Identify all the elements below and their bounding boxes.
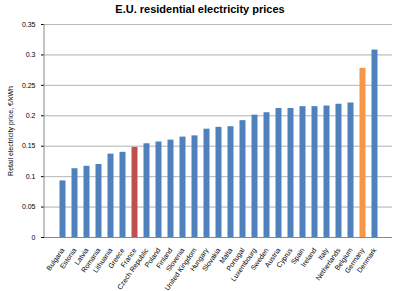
svg-text:0.25: 0.25 bbox=[22, 82, 36, 89]
svg-text:Greece: Greece bbox=[106, 246, 126, 270]
svg-text:France: France bbox=[119, 246, 138, 269]
svg-text:Ireland: Ireland bbox=[300, 247, 318, 269]
svg-text:0.3: 0.3 bbox=[26, 51, 36, 58]
svg-text:Czech Republic: Czech Republic bbox=[116, 246, 151, 291]
svg-text:Austria: Austria bbox=[263, 246, 282, 269]
svg-text:Slovakia: Slovakia bbox=[200, 246, 222, 273]
svg-text:Poland: Poland bbox=[143, 246, 162, 269]
svg-text:0.35: 0.35 bbox=[22, 21, 36, 28]
svg-text:Denmark: Denmark bbox=[356, 246, 378, 274]
svg-text:Lithuania: Lithuania bbox=[91, 246, 114, 274]
svg-text:0.1: 0.1 bbox=[26, 173, 36, 180]
svg-text:Estonia: Estonia bbox=[58, 246, 78, 270]
svg-text:Retail electricity price, €/kW: Retail electricity price, €/kWh bbox=[7, 86, 15, 176]
svg-text:Netherlands: Netherlands bbox=[314, 246, 342, 282]
svg-text:Slovenia: Slovenia bbox=[164, 246, 186, 273]
svg-text:Portugal: Portugal bbox=[225, 246, 246, 272]
svg-text:Romania: Romania bbox=[79, 246, 102, 274]
svg-text:Malta: Malta bbox=[218, 246, 234, 265]
svg-text:Bulgaria: Bulgaria bbox=[45, 246, 66, 272]
svg-text:Italy: Italy bbox=[316, 246, 330, 262]
svg-text:0.05: 0.05 bbox=[22, 203, 36, 210]
svg-text:0.15: 0.15 bbox=[22, 142, 36, 149]
svg-text:Finland: Finland bbox=[154, 246, 174, 270]
svg-text:Hungary: Hungary bbox=[188, 246, 210, 273]
svg-text:Germany: Germany bbox=[343, 246, 366, 275]
svg-text:0: 0 bbox=[32, 234, 36, 241]
svg-text:Cyprus: Cyprus bbox=[275, 246, 294, 269]
svg-text:Sweden: Sweden bbox=[249, 246, 270, 272]
svg-text:Luxembourg: Luxembourg bbox=[229, 246, 258, 283]
svg-text:Spain: Spain bbox=[289, 246, 306, 266]
svg-text:Belgium: Belgium bbox=[333, 246, 354, 272]
svg-text:0.2: 0.2 bbox=[26, 112, 36, 119]
svg-text:Latvia: Latvia bbox=[73, 246, 90, 266]
html-text:E.U. residential electricity p: E.U. residential electricity prices bbox=[115, 3, 285, 15]
